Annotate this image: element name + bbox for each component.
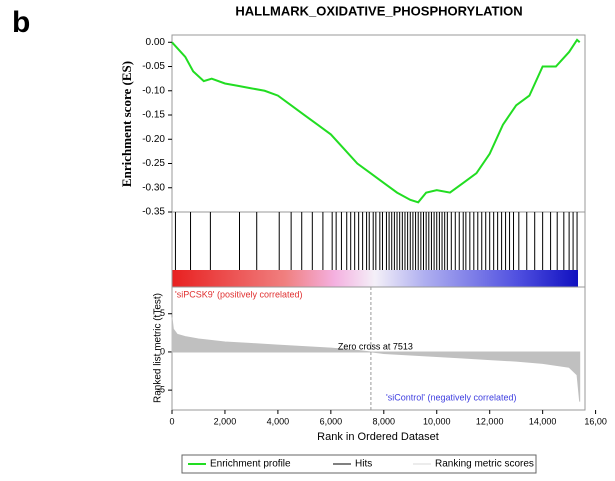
y-tick-label: -0.05 xyxy=(142,61,165,72)
x-tick-label: 6,000 xyxy=(320,416,343,426)
frame xyxy=(171,34,586,411)
y-tick-label: 0.00 xyxy=(146,37,166,48)
zero-cross-label: Zero cross at 7513 xyxy=(338,341,413,351)
x-tick-label: 2,000 xyxy=(214,416,237,426)
neg-label: 'siControl' (negatively correlated) xyxy=(386,392,517,402)
y-tick-label: -0.25 xyxy=(142,158,165,169)
y-tick-label: -0.10 xyxy=(142,85,165,96)
pos-label: 'siPCSK9' (positively correlated) xyxy=(175,289,302,299)
legend-label: Ranking metric scores xyxy=(435,459,534,470)
y-tick-label: -0.30 xyxy=(142,182,165,193)
chart-title: HALLMARK_OXIDATIVE_PHOSPHORYLATION xyxy=(235,3,522,18)
y-tick-label: -0.35 xyxy=(142,207,165,218)
y-tick-label: -5 xyxy=(157,385,165,395)
y-tick-label: 0 xyxy=(160,346,165,356)
legend xyxy=(181,454,537,474)
es-line xyxy=(171,38,581,204)
panel-label: b xyxy=(12,6,30,39)
x-tick-label: 8,000 xyxy=(373,416,396,426)
metric-area xyxy=(171,317,581,402)
y-axis-label: Enrichment score (ES) xyxy=(119,61,134,187)
x-tick-label: 12,000 xyxy=(476,416,504,426)
x-tick-label: 14,000 xyxy=(529,416,557,426)
y-axis-label: Ranked list metric (tTest) xyxy=(153,293,164,403)
x-tick-label: 4,000 xyxy=(267,416,290,426)
y-tick-label: 5 xyxy=(160,308,165,318)
legend-label: Hits xyxy=(355,459,372,470)
x-axis-label: Rank in Ordered Dataset xyxy=(317,431,439,443)
y-tick-label: -0.20 xyxy=(142,134,165,145)
legend-label: Enrichment profile xyxy=(210,459,291,470)
x-tick-label: 16,00 xyxy=(584,416,607,426)
color-bar xyxy=(172,270,578,287)
x-tick-label: 0 xyxy=(169,416,174,426)
x-tick-label: 10,000 xyxy=(423,416,451,426)
y-tick-label: -0.15 xyxy=(142,110,165,121)
